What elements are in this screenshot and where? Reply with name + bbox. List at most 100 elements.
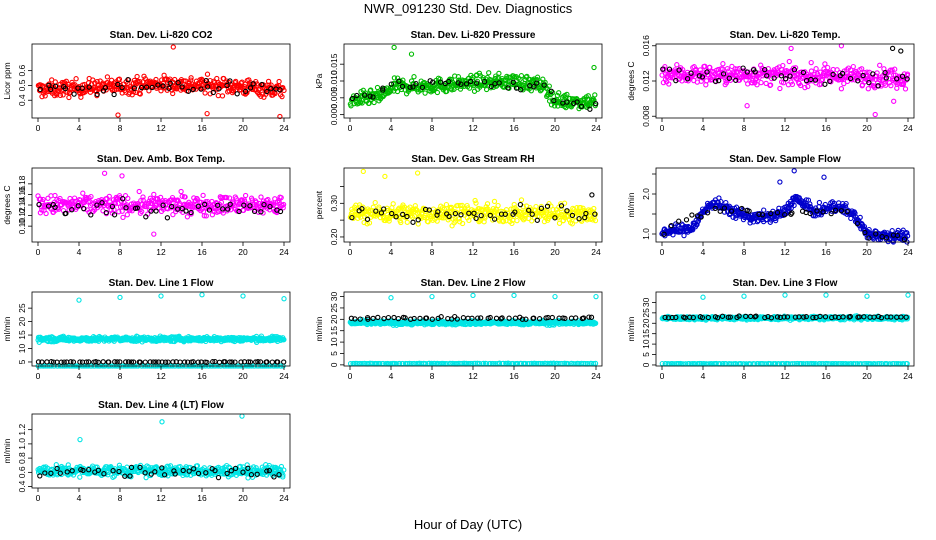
data-point — [473, 200, 479, 206]
data-point — [541, 82, 547, 88]
data-point — [812, 77, 819, 83]
data-point — [111, 212, 118, 218]
x-tick-label: 0 — [660, 123, 665, 133]
data-point — [591, 205, 597, 212]
x-tick-label: 20 — [550, 247, 560, 257]
data-point — [71, 91, 77, 97]
x-tick-label: 16 — [821, 123, 831, 133]
data-point — [101, 170, 108, 176]
data-point — [587, 106, 593, 112]
data-point — [808, 59, 814, 66]
data-point — [151, 231, 157, 237]
data-point — [115, 81, 121, 88]
data-point — [802, 84, 808, 91]
data-point — [202, 90, 208, 96]
data-point — [574, 99, 580, 105]
data-point — [202, 201, 208, 208]
x-tick-label: 8 — [430, 247, 435, 257]
data-point — [697, 67, 703, 73]
data-point — [119, 173, 125, 179]
data-point — [834, 67, 840, 73]
data-point — [847, 75, 854, 82]
panel-4: Stan. Dev. Amb. Box Temp.degrees C0 4 8 12 1… — [2, 154, 291, 257]
data-point — [434, 212, 440, 218]
y-axis-label: ml/min — [626, 192, 636, 217]
x-tick-label: 16 — [509, 247, 519, 257]
data-point — [411, 74, 417, 80]
y-tick-label: 0.6 — [17, 64, 27, 76]
x-tick-label: 12 — [780, 123, 790, 133]
data-point — [452, 210, 459, 217]
data-point — [869, 76, 876, 82]
data-point — [120, 196, 126, 202]
series-1-points — [347, 292, 599, 328]
data-point — [242, 192, 249, 199]
data-point — [589, 192, 595, 198]
data-point — [870, 71, 876, 77]
data-point — [359, 206, 365, 212]
data-point — [564, 91, 570, 98]
data-point — [481, 79, 488, 85]
data-point — [517, 201, 524, 208]
data-point — [261, 201, 267, 208]
panel-3: Stan. Dev. Li-820 Temp.degrees C0 4 8 12 16 2… — [626, 30, 915, 133]
data-point — [660, 66, 666, 72]
data-point — [280, 201, 287, 208]
data-point — [767, 82, 774, 88]
x-tick-label: 0 — [348, 371, 353, 381]
data-point — [674, 62, 680, 68]
data-point — [381, 206, 387, 212]
x-tick-label: 8 — [118, 371, 123, 381]
y-tick-label: 0.10 — [17, 218, 27, 235]
data-point — [215, 202, 221, 208]
data-point — [119, 84, 125, 91]
x-tick-label: 8 — [742, 123, 747, 133]
data-point — [111, 91, 117, 98]
data-point — [458, 212, 464, 218]
data-point — [830, 71, 836, 78]
data-point — [354, 92, 360, 99]
data-point — [160, 83, 166, 89]
data-point — [464, 202, 470, 209]
x-tick-label: 16 — [197, 123, 207, 133]
x-tick-label: 4 — [389, 371, 394, 381]
x-tick-label: 8 — [118, 247, 123, 257]
data-point — [66, 94, 72, 101]
data-point — [118, 198, 125, 204]
data-point — [214, 75, 220, 82]
data-point — [218, 199, 225, 206]
data-point — [123, 205, 129, 211]
data-point — [855, 78, 861, 84]
x-tick-label: 24 — [279, 123, 289, 133]
x-tick-label: 24 — [591, 247, 601, 257]
data-point — [349, 214, 355, 221]
data-point — [771, 75, 777, 81]
data-point — [407, 84, 413, 90]
data-point — [749, 80, 755, 86]
data-point — [88, 193, 94, 200]
data-point — [250, 81, 256, 87]
data-point — [526, 207, 532, 213]
data-point — [670, 74, 676, 80]
x-tick-label: 4 — [389, 123, 394, 133]
data-point — [373, 208, 379, 214]
y-tick-label: 0.18 — [17, 175, 27, 192]
data-point — [585, 93, 591, 99]
data-point — [426, 207, 432, 213]
data-point — [170, 211, 176, 218]
data-point — [55, 205, 61, 211]
data-point — [102, 85, 109, 91]
data-point — [391, 44, 397, 51]
y-tick-label: 0.012 — [641, 70, 651, 92]
x-tick-label: 12 — [156, 247, 166, 257]
data-point — [514, 217, 520, 224]
series-3-points — [35, 358, 287, 366]
data-point — [463, 81, 470, 87]
data-point — [130, 89, 137, 95]
data-point — [822, 61, 828, 67]
data-point — [528, 88, 534, 94]
data-point — [518, 87, 524, 93]
data-point — [778, 73, 785, 79]
data-point — [689, 73, 695, 79]
